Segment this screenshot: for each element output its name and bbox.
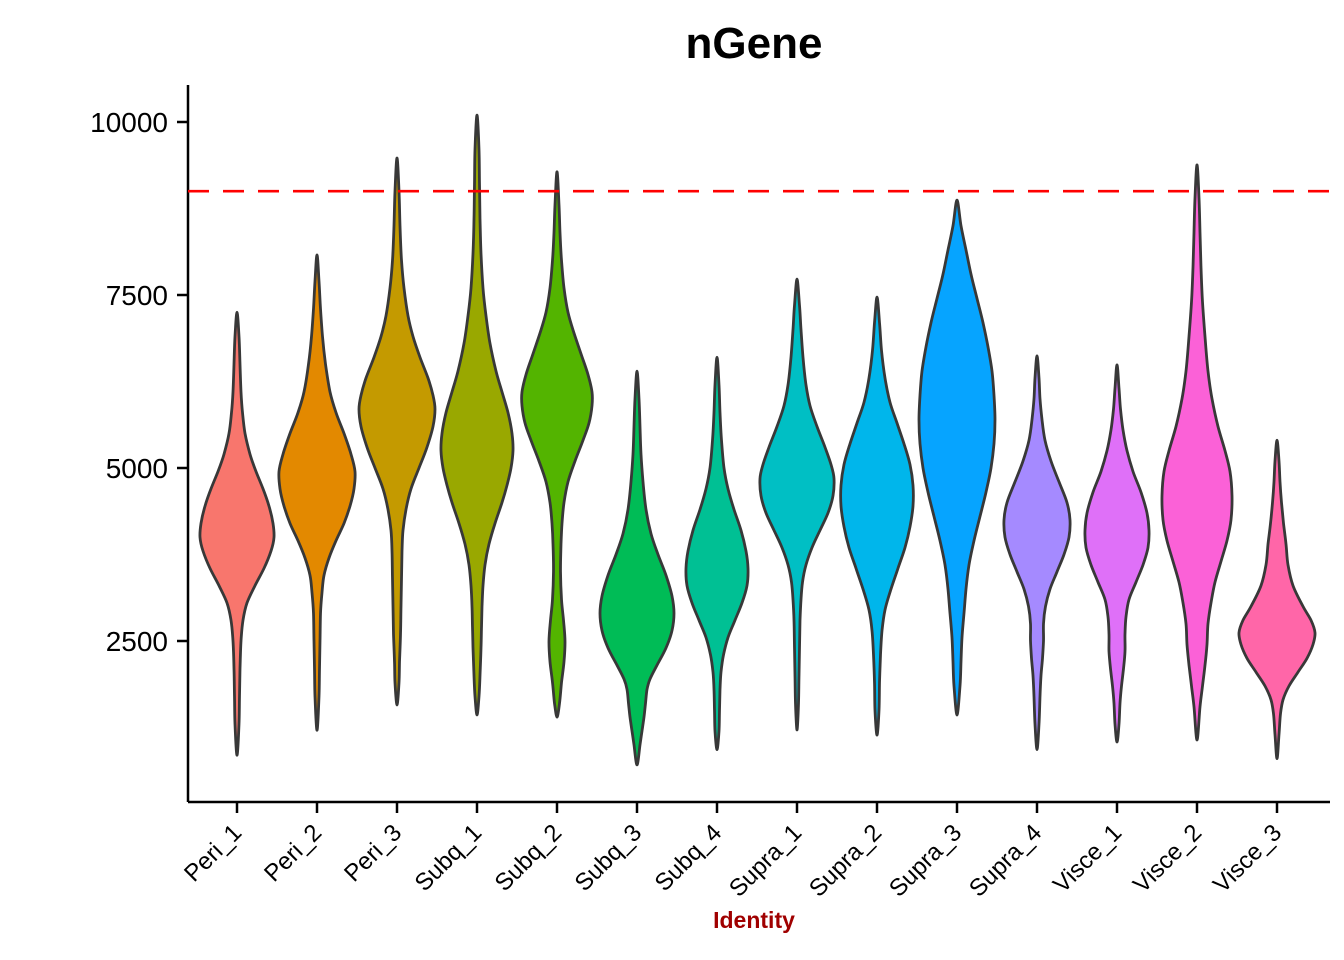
violin-Subq_4 [684, 355, 750, 751]
x-tick-label: Supra_3 [884, 819, 967, 902]
x-tick-label: Subq_3 [570, 819, 648, 897]
violin-Subq_1 [439, 113, 515, 717]
violin-Supra_3 [917, 198, 997, 717]
x-tick-label: Supra_2 [804, 819, 887, 902]
y-tick-label: 2500 [106, 626, 168, 657]
x-tick-label: Supra_1 [724, 819, 807, 902]
violin-Peri_1 [198, 310, 276, 757]
violin-Visce_2 [1160, 163, 1234, 742]
violin-Visce_1 [1083, 363, 1151, 744]
x-tick-label: Peri_1 [179, 819, 247, 887]
x-tick-label: Peri_3 [339, 819, 407, 887]
violin-Visce_3 [1237, 438, 1317, 760]
violin-Subq_2 [520, 170, 594, 719]
violins-layer [198, 113, 1317, 767]
chart-title: nGene [686, 19, 823, 68]
y-tick-label: 10000 [90, 107, 168, 138]
x-tick-label: Subq_2 [490, 819, 568, 897]
violin-Subq_3 [598, 369, 676, 767]
x-tick-label: Supra_4 [964, 819, 1047, 902]
x-tick-label: Visce_3 [1208, 819, 1287, 898]
y-tick-label: 7500 [106, 280, 168, 311]
violin-Supra_1 [758, 277, 836, 732]
x-tick-label: Visce_1 [1048, 819, 1127, 898]
x-tick-label: Subq_4 [650, 819, 728, 897]
violin-Supra_4 [1002, 354, 1072, 751]
x-tick-label: Subq_1 [410, 819, 488, 897]
violin-Peri_2 [277, 253, 357, 732]
x-axis-title: Identity [713, 907, 795, 933]
x-tick-label: Peri_2 [259, 819, 327, 887]
violin-Supra_2 [839, 295, 915, 737]
y-tick-label: 5000 [106, 453, 168, 484]
violin-Peri_3 [357, 156, 437, 707]
x-tick-label: Visce_2 [1128, 819, 1207, 898]
